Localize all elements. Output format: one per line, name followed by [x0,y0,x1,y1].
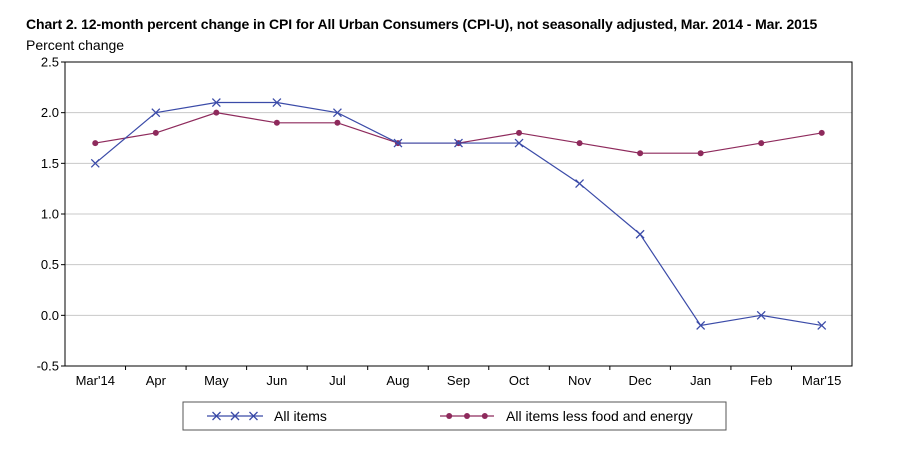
y-tick-label: -0.5 [37,359,59,374]
y-tick-label: 2.5 [41,55,59,70]
x-tick-label: Nov [568,373,592,388]
x-marker [249,411,258,421]
x-tick-label: Jan [690,373,711,388]
dot-marker [273,119,280,126]
dot-marker [758,140,765,147]
x-marker [514,138,524,148]
series-line [95,112,822,154]
y-tick-label: 1.5 [41,156,59,171]
x-marker [696,321,706,330]
x-marker [756,310,766,320]
x-marker [151,108,161,118]
dot-marker [464,413,470,419]
legend: All items All items less food and energy [182,401,727,431]
legend-item-1: All items less food and energy [440,408,693,424]
x-marker [211,98,221,107]
dot-marker [818,129,825,136]
x-tick-label: Jun [266,373,287,388]
x-marker [393,138,403,148]
y-tick-label: 0.5 [41,257,59,272]
y-axis-label: Percent change [26,37,125,53]
dot-marker [516,129,523,136]
dot-marker [637,150,644,157]
x-marker [272,98,282,107]
x-marker [90,158,100,168]
dot-marker [481,413,488,419]
series-0 [90,98,827,330]
x-marker [635,229,645,239]
series-1 [92,109,825,157]
dot-marker [697,150,704,157]
x-marker [454,138,463,148]
x-tick-label: Mar'14 [76,373,115,388]
x-tick-label: Apr [146,373,167,388]
y-tick-label: 0.0 [41,308,59,323]
x-marker [817,321,827,330]
dot-marker [152,129,159,136]
x-axis-ticks: Mar'14 Apr May Jun Jul Aug Sep Oct Nov Dec Jan Feb M… [76,366,841,388]
legend-item-0: All items [207,408,327,424]
x-tick-label: Mar'15 [802,373,841,388]
x-marker [230,411,240,421]
x-marker [575,179,585,189]
dot-marker [334,119,341,126]
x-tick-label: Aug [386,373,409,388]
x-tick-label: Dec [629,373,653,388]
x-tick-label: May [204,373,229,388]
legend-label: All items less food and energy [506,408,693,424]
x-marker [212,411,221,421]
x-tick-label: Jul [329,373,346,388]
chart-title: Chart 2. 12-month percent change in CPI … [26,16,818,32]
x-tick-label: Feb [750,373,772,388]
x-marker [332,108,342,118]
x-tick-label: Sep [447,373,470,388]
dot-marker [213,109,220,116]
y-tick-label: 2.0 [41,105,59,120]
y-tick-label: 1.0 [41,207,59,222]
y-axis-ticks: 2.5 2.0 1.5 1.0 0.5 0.0 -0.5 [37,55,65,374]
x-tick-label: Oct [509,373,530,388]
dot-marker [92,140,99,147]
dot-marker [576,140,583,147]
dot-marker [446,413,453,419]
series-layer [90,98,827,330]
legend-label: All items [274,408,327,424]
gridlines [65,112,852,316]
